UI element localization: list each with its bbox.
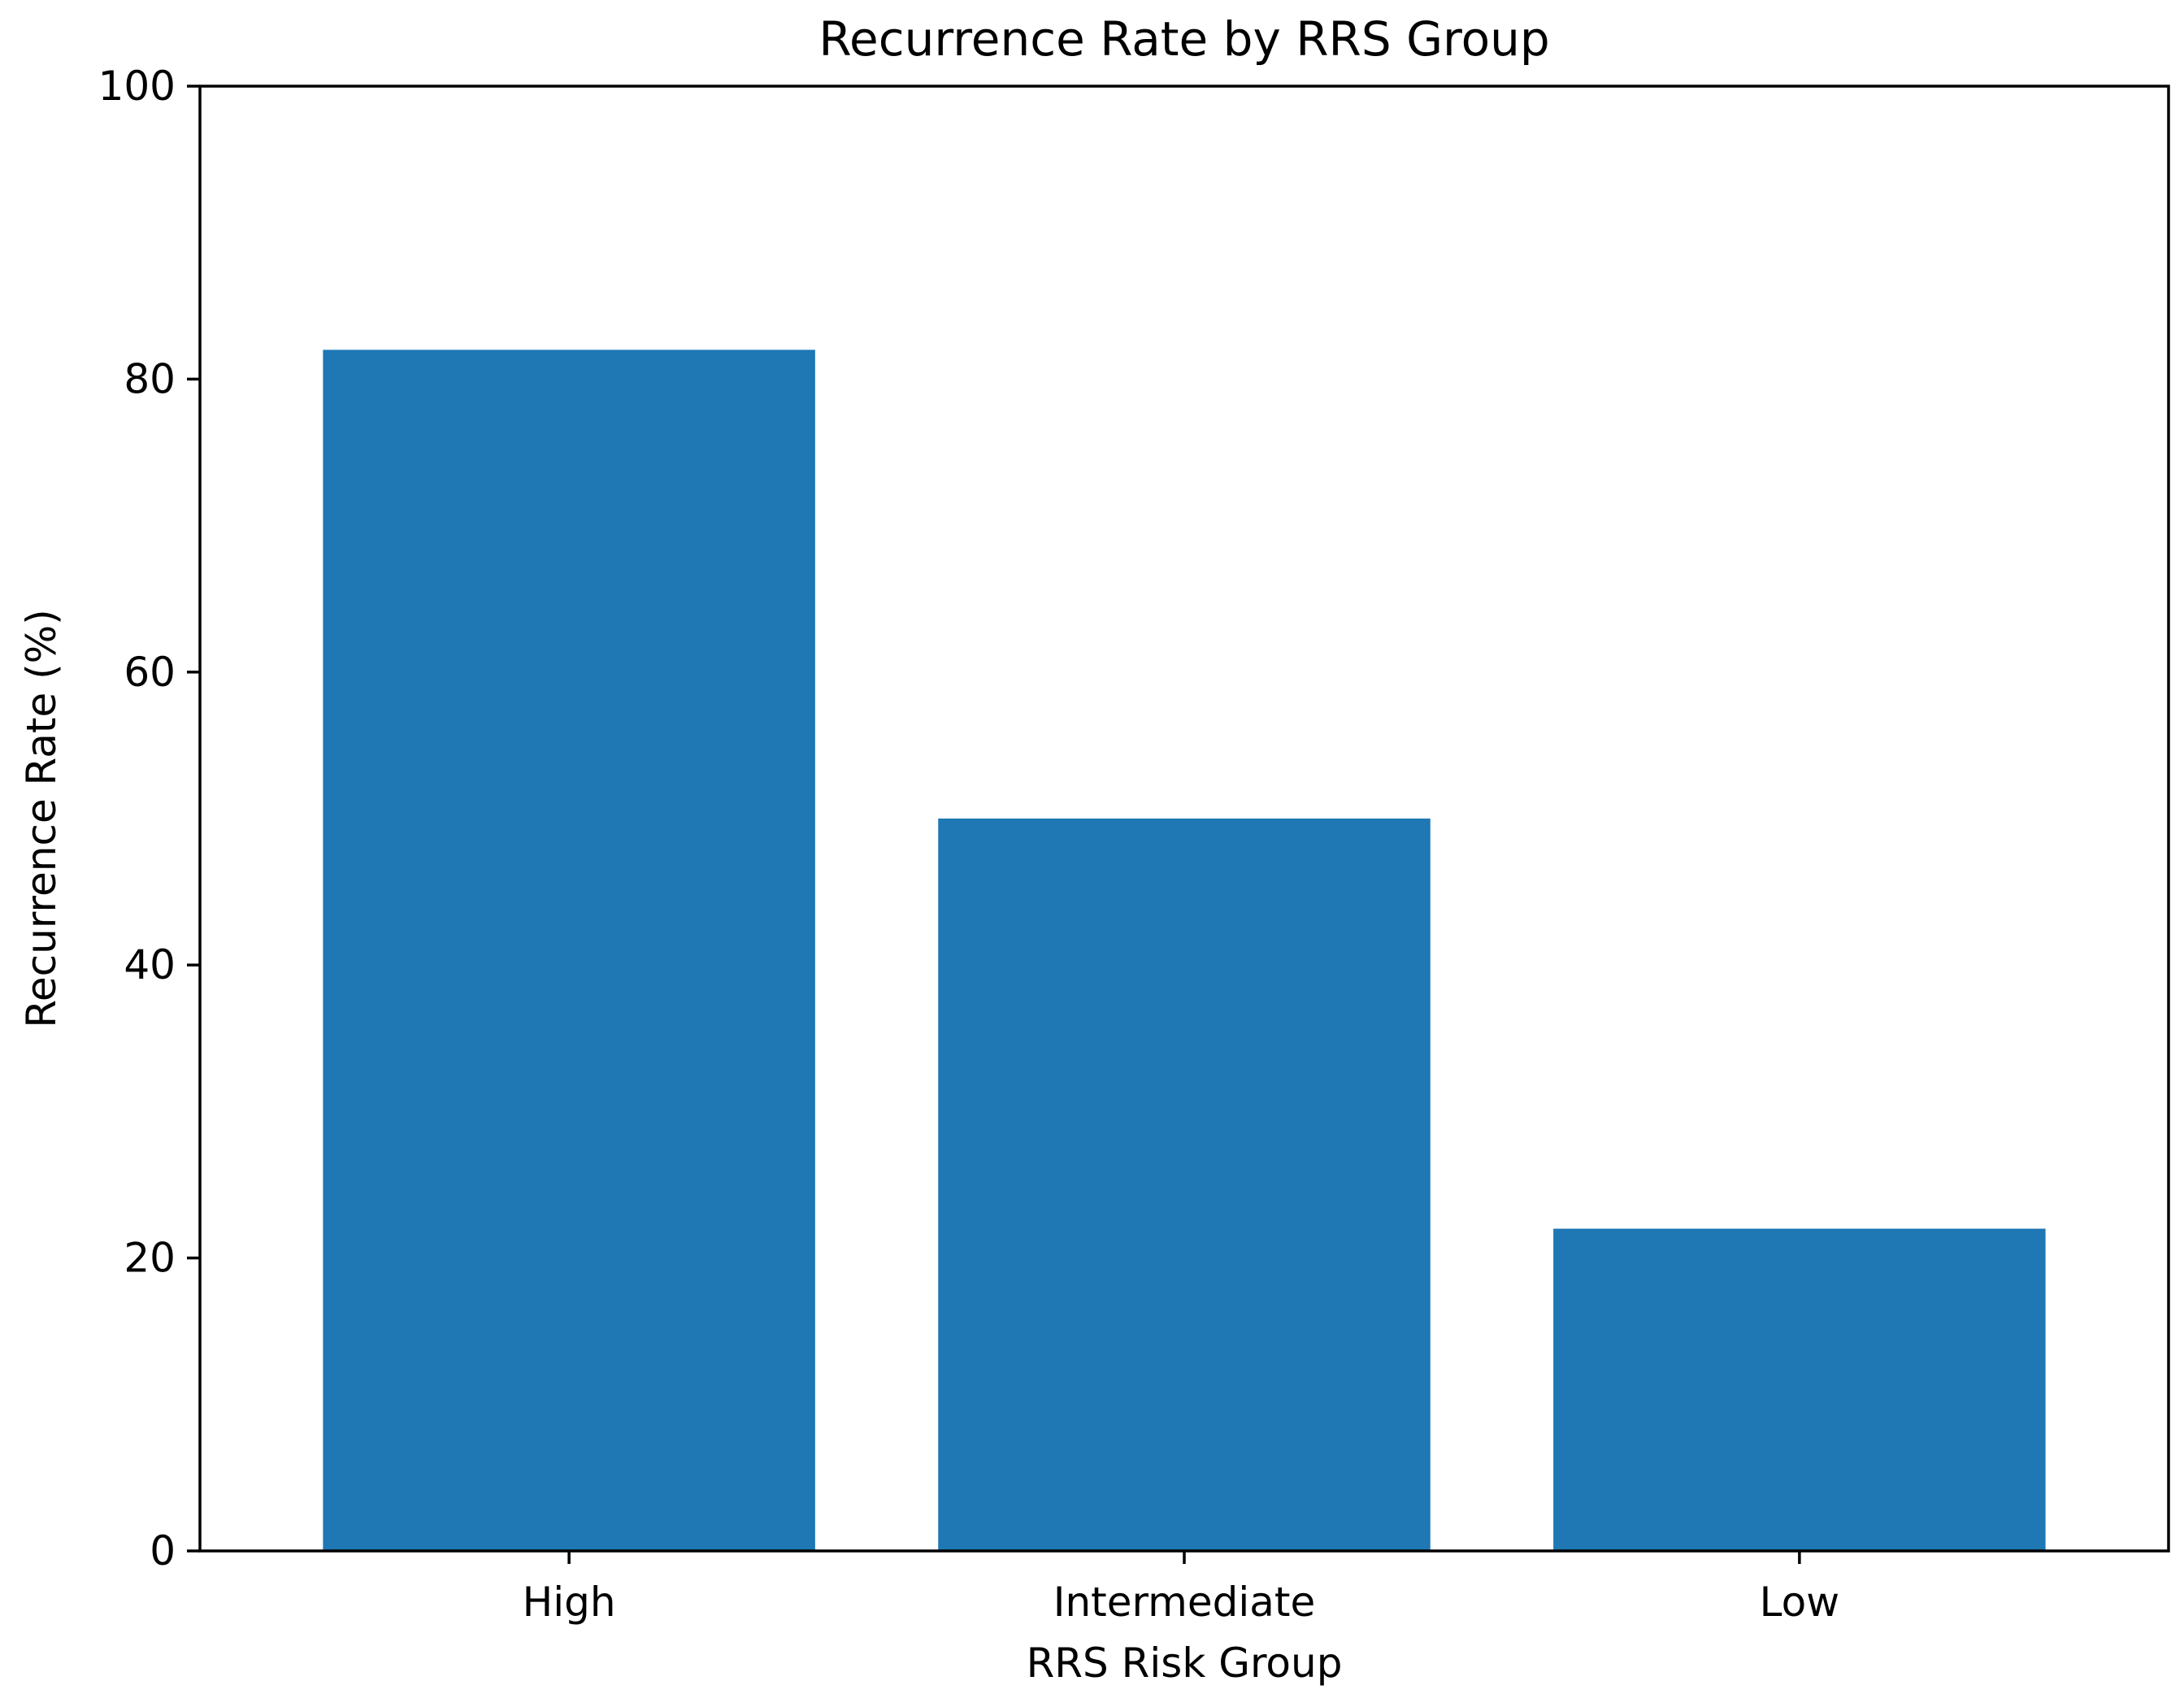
y-tick-label: 20	[124, 1235, 176, 1282]
plot-frame	[198, 85, 2170, 1553]
y-tick-label: 100	[98, 63, 176, 110]
y-tick-label: 40	[124, 941, 176, 988]
x-tick-label: High	[523, 1579, 616, 1626]
y-axis-ticks: 0 20 40 60 80 100	[98, 63, 200, 1575]
x-tick-label: Intermediate	[1053, 1579, 1316, 1626]
bar-low	[1553, 1228, 2046, 1551]
chart-title: Recurrence Rate by RRS Group	[818, 11, 1549, 67]
bar-high	[323, 350, 815, 1551]
y-tick-label: 60	[124, 649, 176, 696]
y-tick-label: 80	[124, 355, 176, 402]
x-tick-label: Low	[1760, 1579, 1839, 1626]
bar-intermediate	[938, 819, 1431, 1551]
y-tick-label: 0	[150, 1527, 176, 1575]
bars-layer	[323, 350, 2046, 1551]
x-axis-ticks: High Intermediate Low	[523, 1551, 1839, 1626]
y-axis-label: Recurrence Rate (%)	[18, 609, 65, 1027]
x-axis-label: RRS Risk Group	[1027, 1640, 1343, 1687]
